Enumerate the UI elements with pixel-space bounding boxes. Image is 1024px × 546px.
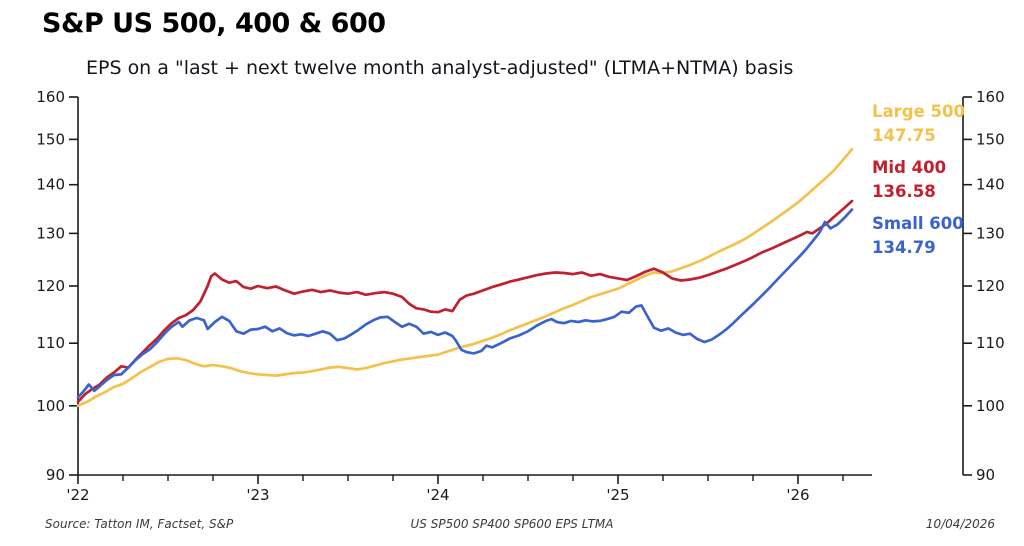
page-title: S&P US 500, 400 & 600: [42, 8, 386, 39]
series-line-large-500: [76, 147, 854, 408]
x-axis-label: '22: [66, 486, 89, 504]
y-axis-label-left: 90: [46, 466, 65, 484]
y-axis-label-right: 160: [976, 88, 1005, 106]
y-axis-label-left: 100: [36, 397, 65, 415]
x-axis-label: '23: [246, 486, 269, 504]
legend-value: 134.79: [872, 238, 936, 257]
legend-value: 147.75: [872, 126, 936, 145]
x-axis-label: '24: [426, 486, 449, 504]
y-axis-label-right: 110: [976, 334, 1005, 352]
y-axis-label-right: 130: [976, 224, 1005, 242]
legend-item-small-600: Small 600 134.79: [872, 212, 965, 260]
y-axis-label-right: 90: [976, 466, 995, 484]
y-axis-label-left: 150: [36, 130, 65, 148]
y-axis-label-left: 130: [36, 224, 65, 242]
legend-label: Small 600: [872, 214, 964, 233]
legend-item-large-500: Large 500 147.75: [872, 100, 965, 148]
y-axis-label-right: 140: [976, 176, 1005, 194]
y-axis-label-left: 110: [36, 334, 65, 352]
y-axis-label-right: 100: [976, 397, 1005, 415]
legend-label: Mid 400: [872, 158, 947, 177]
series-line-mid-400: [76, 199, 854, 404]
date-stamp: 10/04/2026: [925, 517, 995, 531]
legend-value: 136.58: [872, 182, 936, 201]
x-axis-label: '26: [786, 486, 809, 504]
legend-label: Large 500: [872, 102, 965, 121]
chart-subtitle: EPS on a "last + next twelve month analy…: [86, 57, 794, 79]
y-axis-label-left: 160: [36, 88, 65, 106]
y-axis-label-right: 120: [976, 277, 1005, 295]
x-axis-label: '25: [606, 486, 629, 504]
source-note: Source: Tatton IM, Factset, S&P: [45, 517, 234, 531]
chart-legend: Large 500 147.75 Mid 400 136.58 Small 60…: [872, 100, 965, 268]
legend-item-mid-400: Mid 400 136.58: [872, 156, 965, 204]
series-note: US SP500 SP400 SP600 EPS LTMA: [410, 517, 614, 531]
y-axis-label-right: 150: [976, 130, 1005, 148]
y-axis-label-left: 120: [36, 277, 65, 295]
y-axis-label-left: 140: [36, 176, 65, 194]
series-line-small-600: [76, 208, 854, 399]
